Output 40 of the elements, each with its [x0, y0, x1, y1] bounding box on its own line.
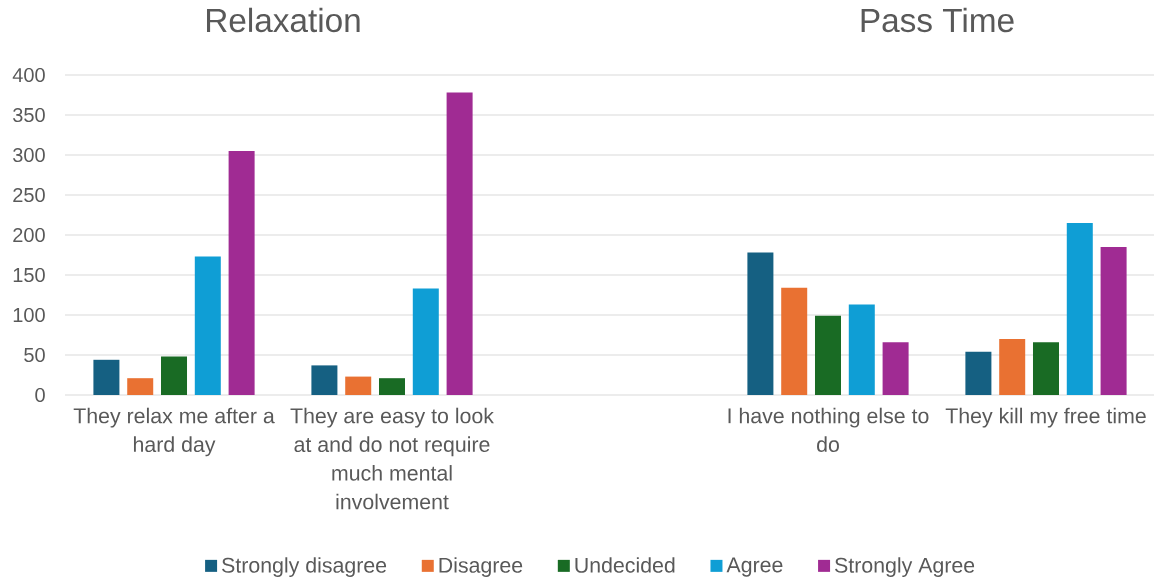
x-tick-label: They are easy to look at and do not require much mental involvement — [290, 407, 494, 510]
text: Relaxation — [206, 7, 360, 33]
bar — [1032, 342, 1059, 395]
bar — [781, 287, 808, 395]
legend-label: Agree — [726, 557, 783, 577]
bar — [1100, 246, 1127, 395]
legend-label: Strongly Agree — [835, 557, 975, 578]
text: Pass Time — [861, 7, 1014, 33]
y-tick-label: 0 — [35, 387, 45, 403]
bar — [446, 92, 473, 395]
bar — [814, 315, 841, 395]
bar — [882, 342, 909, 395]
bar — [161, 356, 188, 395]
y-tick-label: 400 — [12, 67, 45, 83]
x-tick-label: I have nothing else to do — [728, 407, 929, 453]
bar — [747, 252, 774, 395]
y-tick-label: 100 — [13, 307, 45, 323]
legend-label: Undecided — [575, 557, 675, 573]
bar — [228, 151, 255, 395]
bar — [1066, 222, 1093, 395]
bar — [345, 376, 372, 395]
legend-label: Disagree — [439, 557, 523, 578]
bar — [965, 351, 992, 395]
y-tick-label: 200 — [13, 227, 45, 243]
y-tick-label: 250 — [13, 187, 45, 203]
bar — [194, 256, 221, 395]
bar — [127, 378, 154, 395]
y-tick-label: 150 — [13, 267, 45, 283]
bar — [311, 365, 338, 395]
y-tick-label: 300 — [13, 147, 45, 163]
bar — [848, 304, 875, 395]
y-tick-label: 350 — [13, 107, 45, 123]
bar — [93, 359, 120, 395]
bar — [999, 338, 1026, 395]
legend-label: Strongly disagree — [222, 557, 387, 578]
bar — [379, 378, 406, 395]
bar — [412, 288, 439, 395]
x-tick-label: They kill my free time — [945, 407, 1146, 428]
y-tick-label: 50 — [24, 347, 45, 363]
x-tick-label: They relax me after a hard day — [73, 407, 275, 457]
